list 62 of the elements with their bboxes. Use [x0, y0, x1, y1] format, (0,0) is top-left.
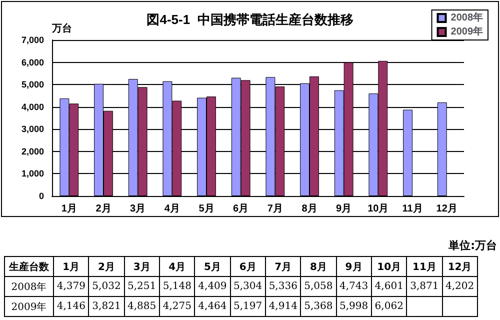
data-label: 5,032: [88, 276, 124, 296]
y-tick-label: 7,000: [21, 35, 44, 45]
data-label: 4,379: [54, 276, 89, 296]
x-tick-label: 4月: [164, 204, 180, 214]
data-label: 6,062: [371, 296, 407, 316]
category-label: 7月: [274, 262, 292, 272]
category-label: 1月: [62, 262, 80, 272]
data-label: 4,885: [124, 296, 160, 316]
data-label: 4,409: [194, 276, 230, 296]
data-label: 4,601: [371, 276, 407, 296]
category-label: 6月: [239, 262, 256, 272]
data-label: 5,336: [265, 276, 301, 296]
data-label: 5,058: [300, 276, 336, 296]
chart-title: 図4-5-1 中国携帯電話生産台数推移: [146, 12, 354, 27]
x-tick-label: 7月: [267, 204, 283, 214]
y-axis-title: 万台: [51, 22, 72, 34]
data-label: 5,197: [230, 296, 266, 316]
x-tick-label: 12月: [436, 204, 458, 214]
text: 単位:万台: [448, 238, 497, 253]
y-tick-label: 0: [38, 191, 44, 201]
data-label: 4,743: [336, 276, 372, 296]
data-label: 5,148: [159, 276, 195, 296]
data-label: 5,304: [230, 276, 266, 296]
text: 2009年: [11, 302, 47, 312]
x-tick-label: 3月: [130, 204, 146, 214]
category-label: 11月: [412, 262, 436, 272]
y-tick-label: 3,000: [21, 124, 44, 134]
legend-label: 2008年: [450, 12, 484, 24]
data-label: 5,998: [336, 296, 372, 316]
category-label: 5月: [204, 262, 221, 272]
x-tick-label: 11月: [402, 204, 423, 214]
category-label: 2月: [98, 262, 115, 272]
category-label: 9月: [345, 262, 362, 272]
y-tick-label: 4,000: [21, 102, 44, 112]
data-label: 4,914: [265, 296, 301, 316]
x-tick-label: 2月: [96, 204, 112, 214]
data-label: 4,464: [194, 296, 230, 316]
y-tick-label: 2,000: [21, 146, 44, 156]
category-label: 4月: [168, 262, 186, 272]
y-tick-label: 1,000: [21, 168, 44, 179]
category-label: 8月: [310, 262, 327, 272]
x-tick-label: 8月: [302, 204, 318, 214]
category-label: 3月: [133, 262, 150, 272]
data-label: 5,251: [124, 276, 160, 296]
x-tick-label: 6月: [233, 204, 249, 214]
text: 生産台数: [4, 256, 54, 276]
y-tick-label: 6,000: [21, 57, 44, 68]
text: 2008年: [11, 282, 47, 292]
data-label: 3,871: [406, 276, 442, 296]
category-label: 10月: [377, 262, 402, 272]
x-tick-label: 1月: [61, 204, 77, 214]
data-label: 4,275: [159, 296, 195, 316]
data-label: 4,146: [54, 296, 89, 316]
data-label: 5,368: [300, 296, 336, 316]
category-label: 12月: [448, 262, 472, 272]
y-tick-label: 5,000: [21, 80, 44, 90]
legend-label: 2009年: [450, 26, 484, 38]
x-tick-label: 10月: [368, 204, 389, 214]
data-label: 3,821: [88, 296, 124, 316]
x-tick-label: 5月: [198, 204, 214, 214]
x-tick-label: 9月: [336, 204, 352, 214]
data-label: 4,202: [442, 276, 478, 296]
